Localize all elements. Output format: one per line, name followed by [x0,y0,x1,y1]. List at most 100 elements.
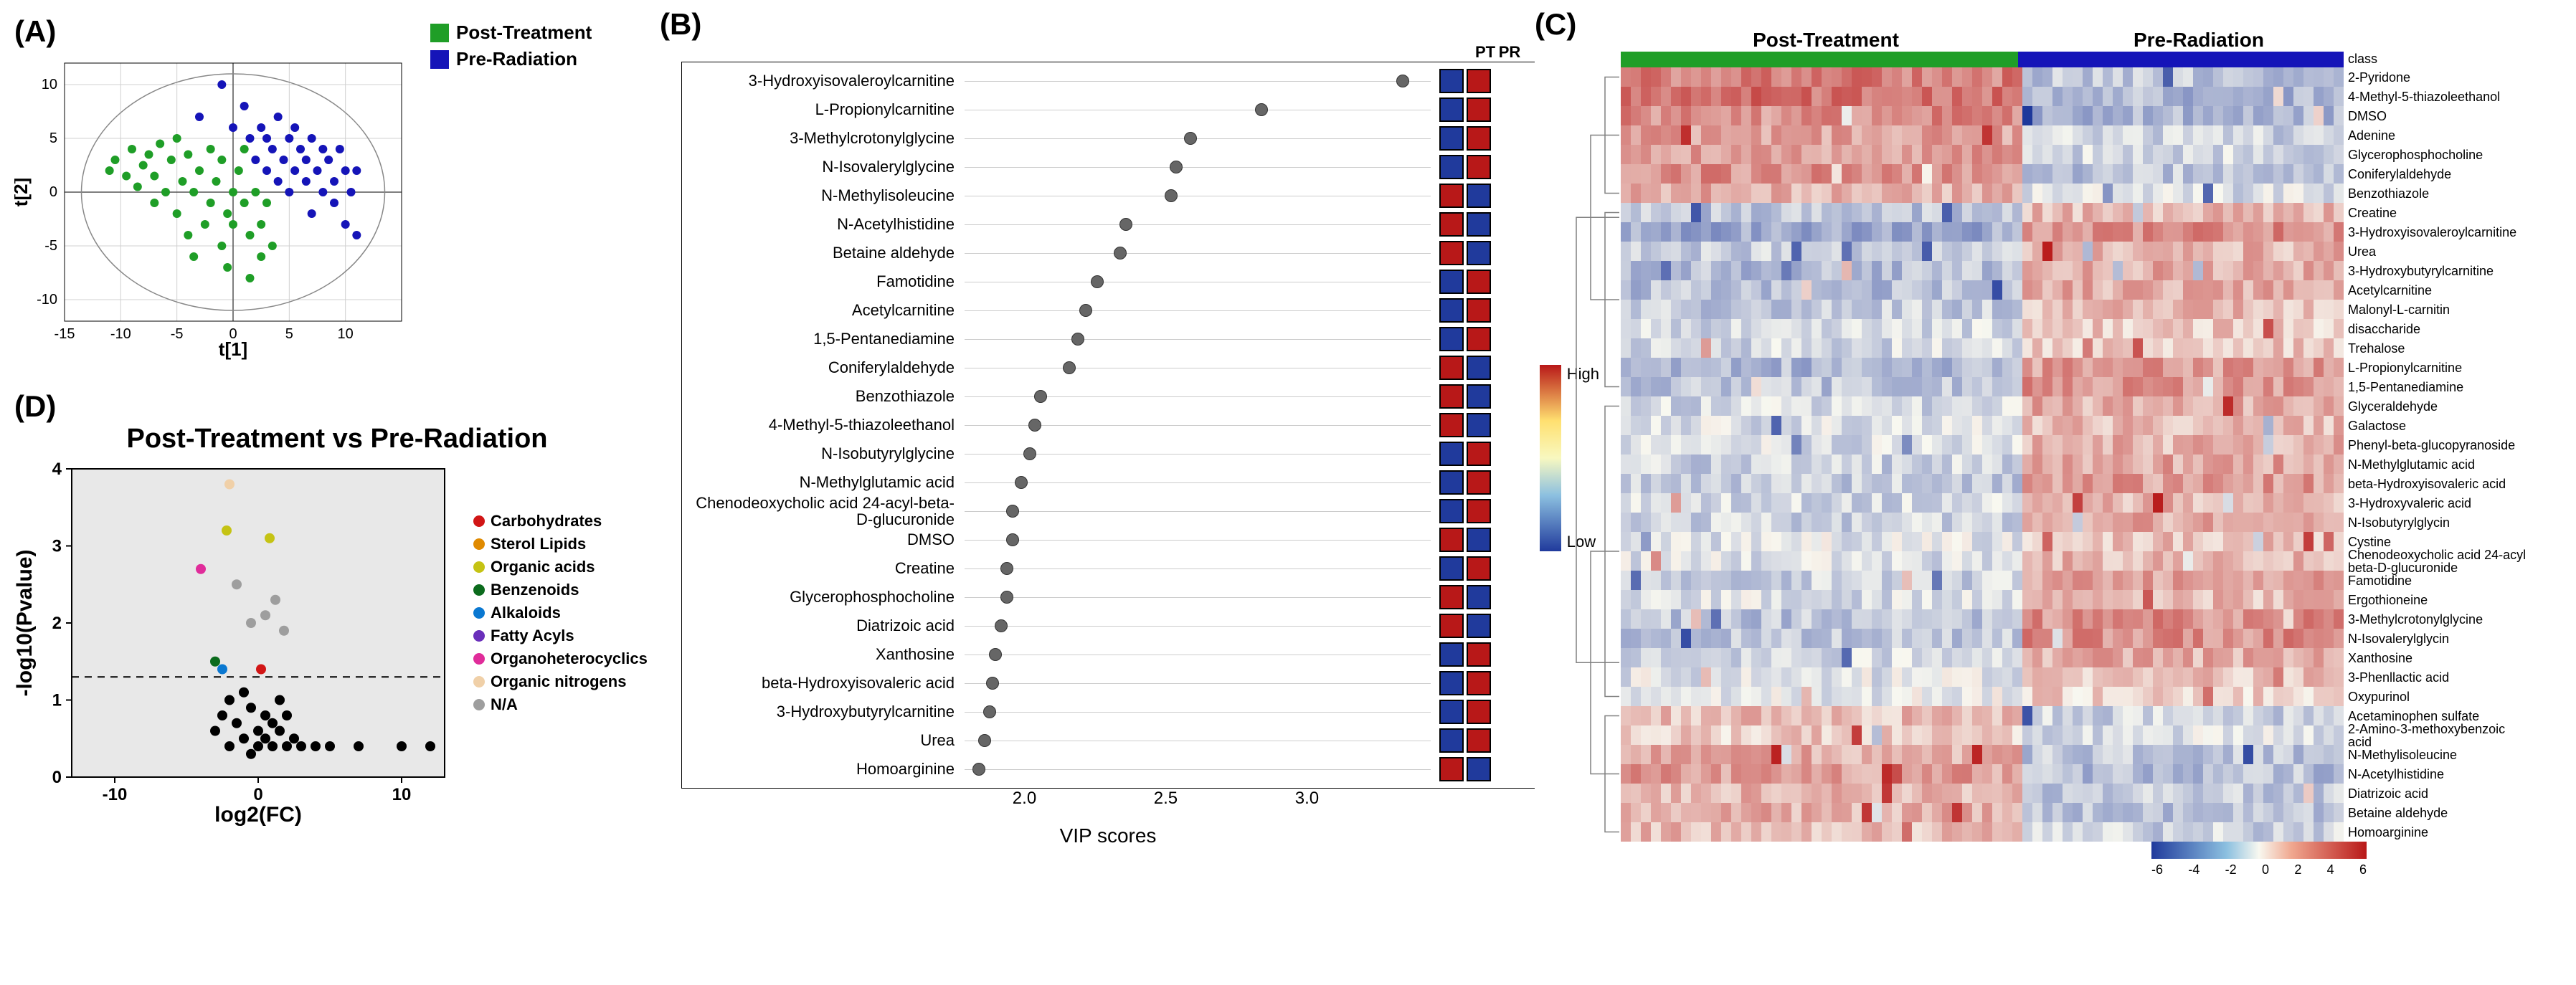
vip-row: N-Isovalerylglycine [682,153,1535,181]
vip-cell [1467,585,1491,609]
vip-cell [1439,470,1464,495]
svg-text:10: 10 [392,785,412,804]
vip-dot-icon [1184,132,1197,145]
vip-cell [1439,442,1464,466]
vip-cells [1438,728,1492,753]
legend-entry: N/A [473,695,648,714]
vip-row: 3-Hydroxyisovaleroylcarnitine [682,67,1535,95]
vip-cell [1467,614,1491,638]
vip-cell [1467,212,1491,237]
vip-cell [1467,327,1491,351]
legend-post-treatment: Post-Treatment [430,22,592,44]
vip-cell [1467,728,1491,753]
scale-tick: 2 [2294,862,2301,877]
svg-text:-5: -5 [171,326,184,342]
vip-cells [1438,556,1492,581]
vip-row: N-Acetylhistidine [682,210,1535,239]
volcano-plot-d: -1001001234log2(FC)-log10(Pvalue) [14,455,459,827]
vip-dot-icon [983,705,996,718]
vip-cell [1439,700,1464,724]
panel-d-title: Post-Treatment vs Pre-Radiation [14,424,660,455]
vip-track [965,224,1431,225]
vip-label: 1,5-Pentanediamine [682,330,965,347]
heatmap-row-label: 3-Hydroxyvaleric acid [2344,493,2530,513]
legend-label: Carbohydrates [491,512,602,530]
vip-dot-icon [1165,189,1178,202]
vip-xtick: 2.0 [1013,789,1036,809]
vip-track [965,310,1431,311]
svg-text:-log10(Pvalue): -log10(Pvalue) [14,549,37,696]
legend-label: Organic nitrogens [491,672,626,691]
vip-row: Famotidine [682,267,1535,296]
heatmap-row-label: Adenine [2344,125,2530,145]
vip-label: Acetylcarnitine [682,302,965,318]
vip-row: Creatine [682,554,1535,583]
vip-track [965,167,1431,168]
vip-cell [1439,270,1464,294]
svg-text:5: 5 [49,130,57,146]
legend-label: Sterol Lipids [491,535,586,553]
vip-row: N-Methylisoleucine [682,181,1535,210]
vip-row: 3-Hydroxybutyrylcarnitine [682,698,1535,726]
vip-dot-icon [995,619,1008,632]
legend-dot-icon [473,630,485,642]
vip-xtick: 3.0 [1295,789,1319,809]
class-key: class [2344,52,2534,67]
vip-cells [1438,757,1492,781]
scale-tick: 0 [2262,862,2269,877]
vip-cell [1467,356,1491,380]
vip-cell [1467,671,1491,695]
vip-cell [1467,499,1491,523]
vip-dot-icon [978,734,991,747]
legend-dot-icon [473,561,485,573]
vip-cell [1439,671,1464,695]
vip-dot-icon [1091,275,1104,288]
heatmap-row-label: Benzothiazole [2344,184,2530,203]
vip-label: Homoarginine [682,761,965,777]
vip-cells [1438,356,1492,380]
heatmap-row-label: N-Methylglutamic acid [2344,455,2530,474]
vip-label: Xanthosine [682,646,965,662]
vip-cell [1439,528,1464,552]
vip-label: Glycerophosphocholine [682,589,965,605]
vip-cell [1439,298,1464,323]
vip-dot-icon [1000,562,1013,575]
vip-row: Betaine aldehyde [682,239,1535,267]
scale-tick: 4 [2327,862,2334,877]
heatmap-row-label: Chenodeoxycholic acid 24-acyl beta-D-glu… [2344,551,2530,571]
heatmap [1621,67,2344,842]
vip-track [965,396,1431,397]
vip-track [965,81,1431,82]
figure: (A) -15-10-50510-10-50510t[1]t[2] Post-T… [0,0,2576,985]
svg-text:1: 1 [52,691,62,710]
vip-track [965,339,1431,340]
vip-cell [1467,69,1491,93]
vip-dot-icon [1034,390,1047,403]
panel-d: (D) Post-Treatment vs Pre-Radiation -100… [14,389,660,831]
svg-text:-5: -5 [44,238,57,254]
class-segment [1621,52,2018,67]
vip-label: beta-Hydroxyisovaleric acid [682,675,965,691]
vip-dot-icon [1028,419,1041,432]
vip-cell [1439,97,1464,122]
legend-dot-icon [473,584,485,596]
heatmap-row-label: N-Methylisoleucine [2344,745,2530,764]
vip-cell [1467,413,1491,437]
vip-cell [1439,184,1464,208]
vip-label: Betaine aldehyde [682,244,965,261]
vip-row: Benzothiazole [682,382,1535,411]
heatmap-row-label: Creatine [2344,203,2530,222]
legend-d: CarbohydratesSterol LipidsOrganic acidsB… [473,512,648,718]
vip-track [965,568,1431,569]
panel-b-tag: (B) [660,7,701,42]
heatmap-row-label: Famotidine [2344,571,2530,590]
vip-cell [1439,212,1464,237]
vip-cell [1467,642,1491,667]
vip-cell [1439,327,1464,351]
heatmap-row-labels: 2-Pyridone4-Methyl-5-thiazoleethanolDMSO… [2344,67,2530,842]
vip-row: L-Propionylcarnitine [682,95,1535,124]
legend-entry: Carbohydrates [473,512,648,530]
legend-label: Organic acids [491,558,595,576]
vip-track [965,253,1431,254]
vip-cell [1439,241,1464,265]
